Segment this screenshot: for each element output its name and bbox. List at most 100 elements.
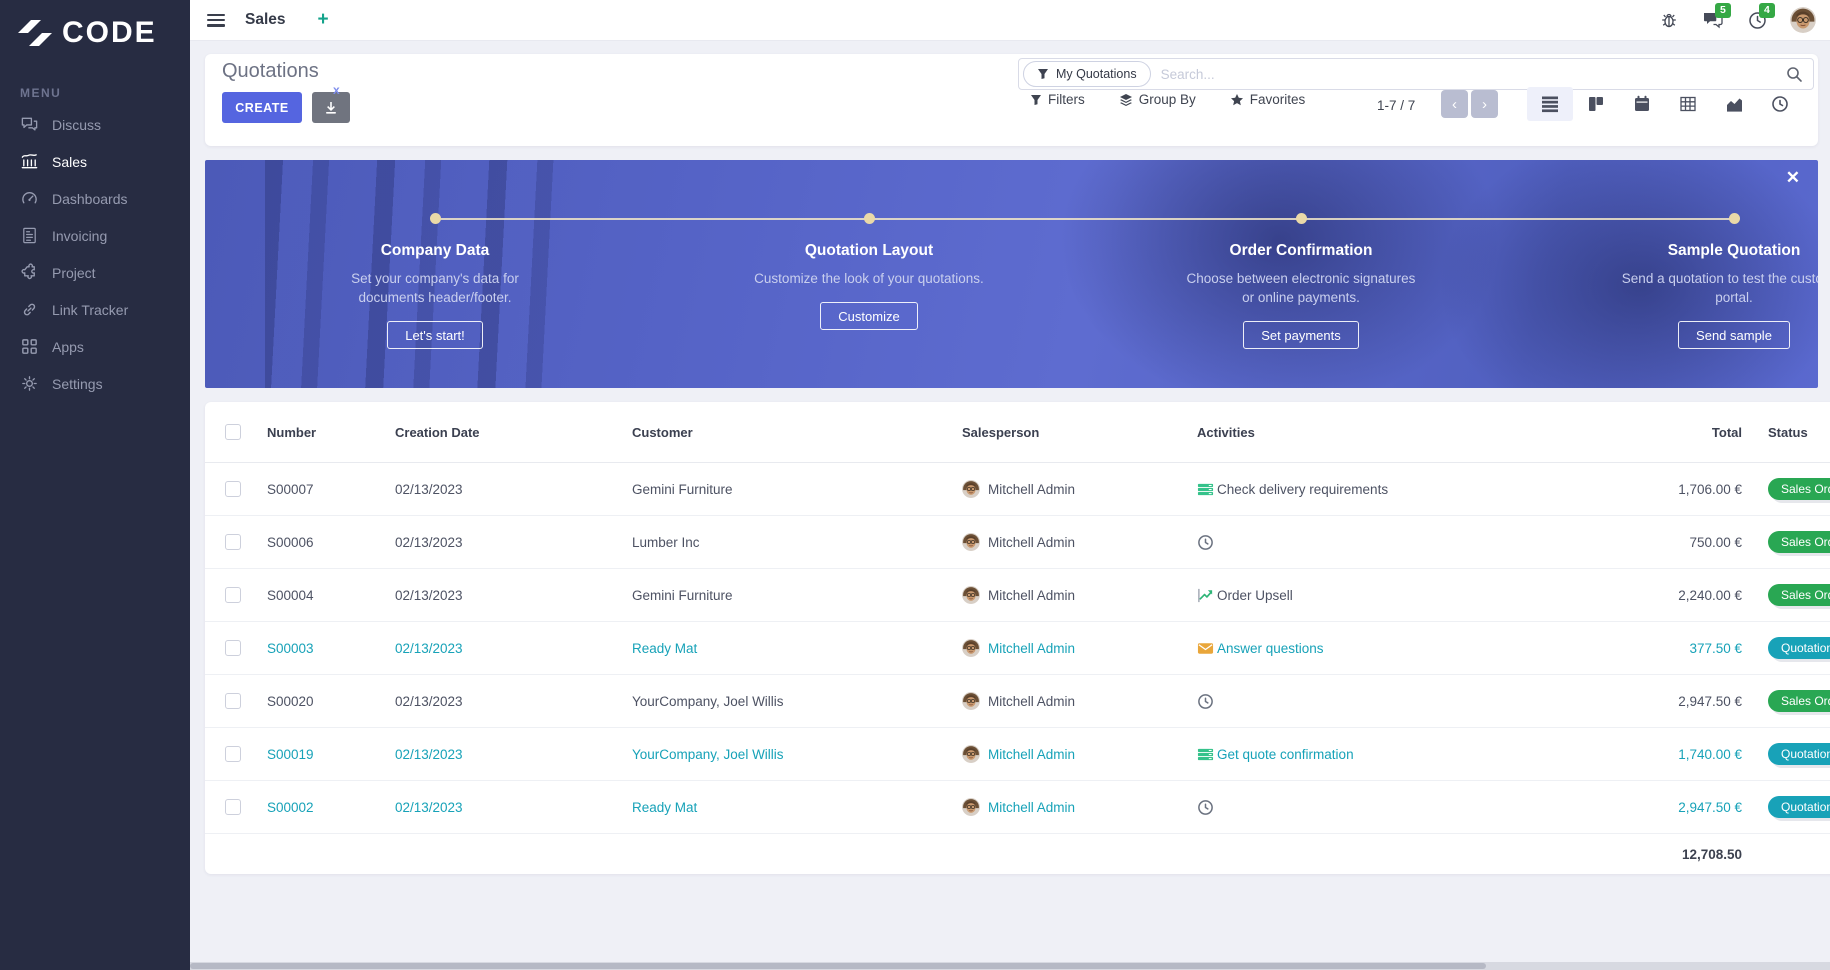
step-title: Company Data xyxy=(380,242,490,259)
sidebar-item-discuss[interactable]: Discuss xyxy=(0,106,190,143)
row-checkbox[interactable] xyxy=(225,799,241,815)
activity-label: Check delivery requirements xyxy=(1217,481,1389,497)
search-icon[interactable] xyxy=(1786,66,1803,83)
search-facet-my-quotations[interactable]: My Quotations xyxy=(1023,61,1151,87)
column-header-total[interactable]: Total xyxy=(1711,424,1742,440)
add-tab-button[interactable]: + xyxy=(317,9,329,30)
cell-number: S00004 xyxy=(267,587,314,603)
cell-total: 1,706.00 € xyxy=(1678,481,1742,497)
table-header-row: Number Creation Date Customer Salesperso… xyxy=(205,402,1830,463)
scrollbar-thumb[interactable] xyxy=(190,963,1486,969)
horizontal-scrollbar[interactable] xyxy=(190,962,1830,970)
facet-remove-button[interactable]: x xyxy=(333,83,340,97)
view-pivot-button[interactable] xyxy=(1665,87,1711,121)
cell-salesperson: Mitchell Admin xyxy=(988,799,1076,815)
cell-activity[interactable]: Order Upsell xyxy=(1197,587,1537,604)
tasks-activity-icon xyxy=(1197,481,1214,498)
filters-label: Filters xyxy=(1048,92,1085,107)
banner-close-icon[interactable]: ✕ xyxy=(1785,168,1800,187)
hamburger-menu-icon[interactable] xyxy=(207,13,225,27)
cell-creation-date: 02/13/2023 xyxy=(395,799,463,815)
create-button[interactable]: CREATE xyxy=(222,92,302,123)
messages-icon[interactable]: 5 xyxy=(1702,3,1731,31)
cell-number: S00002 xyxy=(267,799,314,815)
favorites-button[interactable]: Favorites xyxy=(1230,92,1305,107)
cell-customer: Lumber Inc xyxy=(632,534,700,550)
column-header-customer[interactable]: Customer xyxy=(632,424,693,440)
cell-activity[interactable]: Check delivery requirements xyxy=(1197,481,1537,498)
filters-button[interactable]: Filters xyxy=(1030,92,1085,107)
search-input[interactable] xyxy=(1150,66,1786,82)
table-row[interactable]: S00003 02/13/2023 Ready Mat Mitchell Adm… xyxy=(205,622,1830,675)
row-checkbox[interactable] xyxy=(225,746,241,762)
step-action-button[interactable]: Send sample xyxy=(1678,321,1790,349)
export-button[interactable] xyxy=(312,92,350,123)
view-list-button[interactable] xyxy=(1527,87,1573,121)
cell-number: S00019 xyxy=(267,746,314,762)
table-row[interactable]: S00020 02/13/2023 YourCompany, Joel Will… xyxy=(205,675,1830,728)
row-checkbox[interactable] xyxy=(225,481,241,497)
user-avatar[interactable] xyxy=(1790,7,1816,33)
sidebar-item-settings[interactable]: Settings xyxy=(0,365,190,402)
column-header-status[interactable]: Status xyxy=(1768,424,1808,440)
table-row[interactable]: S00002 02/13/2023 Ready Mat Mitchell Adm… xyxy=(205,781,1830,834)
pager-previous-button[interactable]: ‹ xyxy=(1441,90,1468,118)
list-view-icon xyxy=(1540,95,1560,113)
table-row[interactable]: S00004 02/13/2023 Gemini Furniture Mitch… xyxy=(205,569,1830,622)
step-action-button[interactable]: Set payments xyxy=(1243,321,1359,349)
step-title: Quotation Layout xyxy=(804,242,934,259)
row-checkbox[interactable] xyxy=(225,693,241,709)
step-action-button[interactable]: Let's start! xyxy=(387,321,483,349)
sidebar-item-invoicing[interactable]: Invoicing xyxy=(0,217,190,254)
cell-number: S00006 xyxy=(267,534,314,550)
activities-count-badge: 4 xyxy=(1759,3,1775,18)
row-checkbox[interactable] xyxy=(225,587,241,603)
sidebar-item-link-tracker[interactable]: Link Tracker xyxy=(0,291,190,328)
step-title: Order Confirmation xyxy=(1229,242,1373,259)
cell-activity[interactable] xyxy=(1197,693,1537,710)
activities-icon[interactable]: 4 xyxy=(1746,3,1775,31)
cell-activity[interactable] xyxy=(1197,534,1537,551)
group-by-icon xyxy=(1119,93,1133,107)
view-calendar-button[interactable] xyxy=(1619,87,1665,121)
row-checkbox[interactable] xyxy=(225,640,241,656)
sidebar-item-sales[interactable]: Sales xyxy=(0,143,190,180)
group-by-button[interactable]: Group By xyxy=(1119,92,1196,107)
column-header-creation-date[interactable]: Creation Date xyxy=(395,424,480,440)
select-all-checkbox[interactable] xyxy=(225,424,241,440)
pager-next-button[interactable]: › xyxy=(1471,90,1498,118)
onboarding-step: Order Confirmation Choose between electr… xyxy=(1151,242,1451,349)
table-row[interactable]: S00006 02/13/2023 Lumber Inc Mitchell Ad… xyxy=(205,516,1830,569)
sidebar-item-project[interactable]: Project xyxy=(0,254,190,291)
messages-count-badge: 5 xyxy=(1715,3,1731,18)
column-header-salesperson[interactable]: Salesperson xyxy=(962,424,1040,440)
invoice-icon xyxy=(20,226,39,245)
column-header-activities[interactable]: Activities xyxy=(1197,424,1255,440)
cell-activity[interactable]: Get quote confirmation xyxy=(1197,746,1537,763)
cell-total: 377.50 € xyxy=(1689,640,1742,656)
step-action-button[interactable]: Customize xyxy=(820,302,918,330)
debug-bug-icon[interactable] xyxy=(1658,9,1680,31)
view-kanban-button[interactable] xyxy=(1573,87,1619,121)
email-activity-icon xyxy=(1197,640,1214,657)
search-bar[interactable]: My Quotations xyxy=(1018,58,1814,90)
table-row[interactable]: S00019 02/13/2023 YourCompany, Joel Will… xyxy=(205,728,1830,781)
sidebar-item-apps[interactable]: Apps xyxy=(0,328,190,365)
row-checkbox[interactable] xyxy=(225,534,241,550)
view-graph-button[interactable] xyxy=(1711,87,1757,121)
onboarding-banner: ✕ Company Data Set your company's data f… xyxy=(205,160,1818,388)
view-activity-button[interactable] xyxy=(1757,87,1803,121)
column-header-number[interactable]: Number xyxy=(267,424,317,440)
activity-label: Order Upsell xyxy=(1217,587,1293,603)
cell-salesperson: Mitchell Admin xyxy=(988,481,1076,497)
cell-activity[interactable]: Answer questions xyxy=(1197,640,1537,657)
sidebar-item-dashboards[interactable]: Dashboards xyxy=(0,180,190,217)
app-title-tab[interactable]: Sales xyxy=(245,11,286,28)
cell-activity[interactable] xyxy=(1197,799,1537,816)
view-switcher xyxy=(1527,87,1803,121)
table-row[interactable]: S00007 02/13/2023 Gemini Furniture Mitch… xyxy=(205,463,1830,516)
salesperson-avatar xyxy=(962,692,980,710)
step-description: Choose between electronic signatures or … xyxy=(1186,271,1416,305)
salesperson-avatar xyxy=(962,745,980,763)
app-logo[interactable]: CODE xyxy=(0,0,190,50)
